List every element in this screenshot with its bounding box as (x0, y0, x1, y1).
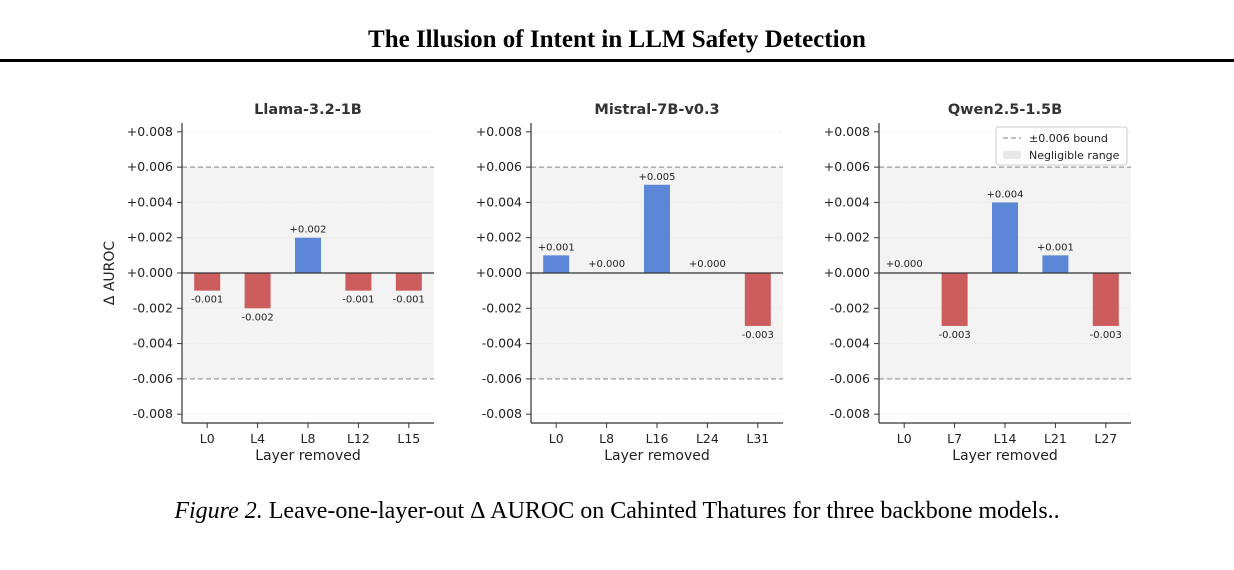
data-label: +0.001 (1037, 242, 1074, 253)
data-label: -0.003 (938, 330, 970, 341)
caption-label: Figure 2. (174, 498, 263, 524)
data-label: +0.002 (289, 225, 326, 236)
bar-l27 (1092, 273, 1119, 326)
y-tick-label: +0.002 (824, 230, 870, 245)
paper-running-title: The Illusion of Intent in LLM Safety Det… (368, 26, 866, 53)
y-tick-label: -0.008 (133, 406, 173, 421)
x-tick-label: L31 (746, 431, 769, 446)
y-tick-label: -0.004 (133, 336, 173, 351)
y-tick-label: -0.006 (830, 371, 870, 386)
y-tick-label: -0.008 (830, 406, 870, 421)
x-tick-label: L0 (549, 431, 564, 446)
data-label: -0.001 (191, 295, 223, 306)
y-tick-label: -0.006 (133, 371, 173, 386)
legend-bound-label: ±0.006 bound (1029, 132, 1108, 145)
y-tick-label: +0.006 (476, 159, 522, 174)
y-tick-label: +0.002 (127, 230, 173, 245)
page-header: The Illusion of Intent in LLM Safety Det… (0, 0, 1234, 62)
data-label: -0.001 (342, 295, 374, 306)
x-axis-label: Layer removed (952, 448, 1058, 464)
data-label: +0.000 (588, 259, 625, 270)
y-tick-label: +0.000 (127, 265, 173, 280)
y-tick-label: +0.004 (824, 194, 870, 209)
y-axis-label: Δ AUROC (102, 241, 118, 306)
y-tick-label: +0.002 (476, 230, 522, 245)
x-tick-label: L7 (947, 431, 962, 446)
chart-panel-2: +0.008 +0.006 +0.004 +0.002 +0.000 -0.002 -0.0… (476, 102, 783, 464)
x-axis-label: Layer removed (604, 448, 710, 464)
bar-l31 (744, 273, 771, 326)
x-tick-label: L21 (1044, 431, 1067, 446)
x-tick-label: L14 (994, 431, 1017, 446)
x-tick-label: L15 (397, 431, 420, 446)
y-tick-label: -0.002 (830, 300, 870, 315)
chart-title: Mistral-7B-v0.3 (594, 102, 719, 118)
bar-l16 (644, 184, 670, 273)
legend-range-label: Negligible range (1029, 149, 1120, 162)
data-label: +0.000 (689, 259, 726, 270)
x-tick-label: L4 (250, 431, 265, 446)
data-label: +0.001 (538, 242, 575, 253)
bar-l14 (992, 202, 1018, 273)
legend-range-swatch (1003, 151, 1021, 159)
y-tick-label: +0.004 (127, 194, 173, 209)
y-tick-label: +0.006 (127, 159, 173, 174)
chart-title: Qwen2.5-1.5B (948, 102, 1062, 118)
x-tick-label: L0 (897, 431, 912, 446)
data-label: +0.004 (986, 189, 1023, 200)
chart-panel-3: +0.008 +0.006 +0.004 +0.002 +0.000 -0.002 -0.0… (824, 102, 1131, 464)
y-tick-label: -0.002 (482, 300, 522, 315)
data-label: +0.000 (886, 259, 923, 270)
x-tick-label: L16 (646, 431, 669, 446)
data-label: -0.002 (241, 312, 273, 323)
chart-title: Llama-3.2-1B (254, 102, 362, 118)
y-tick-label: -0.002 (133, 300, 173, 315)
x-tick-label: L8 (599, 431, 614, 446)
x-tick-label: L12 (347, 431, 370, 446)
chart-panel-1: +0.008 +0.006 +0.004 +0.002 +0.000 -0.002 -0.0… (102, 102, 434, 464)
bar-l0 (543, 255, 570, 273)
y-tick-label: +0.006 (824, 159, 870, 174)
y-tick-label: -0.006 (482, 371, 522, 386)
bar-l4 (244, 273, 271, 309)
bar-l15 (395, 273, 422, 291)
y-tick-label: +0.000 (824, 265, 870, 280)
y-tick-label: -0.004 (482, 336, 522, 351)
y-tick-label: +0.008 (127, 124, 173, 139)
bar-l0 (194, 273, 221, 291)
caption-text: Leave-one-layer-out Δ AUROC on Cahinted … (268, 498, 1060, 524)
data-label: +0.005 (638, 172, 675, 183)
bar-l21 (1042, 255, 1069, 273)
x-tick-label: L27 (1094, 431, 1117, 446)
legend-box (995, 126, 1128, 166)
x-tick-label: L24 (696, 431, 719, 446)
bar-l12 (345, 273, 372, 291)
y-tick-label: -0.008 (482, 406, 522, 421)
y-tick-label: +0.000 (476, 265, 522, 280)
bar-l8 (295, 237, 321, 273)
y-tick-label: +0.008 (824, 124, 870, 139)
x-tick-label: L0 (200, 431, 215, 446)
y-tick-label: +0.008 (476, 124, 522, 139)
figure-2-bar-charts: +0.008 +0.006 +0.004 +0.002 +0.000 -0.002 -0.0… (102, 102, 1131, 464)
chart-legend: ±0.006 bound Negligible range (995, 126, 1128, 166)
y-tick-label: -0.004 (830, 336, 870, 351)
figure-caption: Figure 2. Leave-one-layer-out Δ AUROC on… (0, 498, 1234, 525)
data-label: -0.001 (393, 295, 425, 306)
y-tick-label: +0.004 (476, 194, 522, 209)
bar-l7 (941, 273, 968, 326)
x-axis-label: Layer removed (255, 448, 361, 464)
x-tick-label: L8 (301, 431, 316, 446)
data-label: -0.003 (742, 330, 774, 341)
data-label: -0.003 (1090, 330, 1122, 341)
